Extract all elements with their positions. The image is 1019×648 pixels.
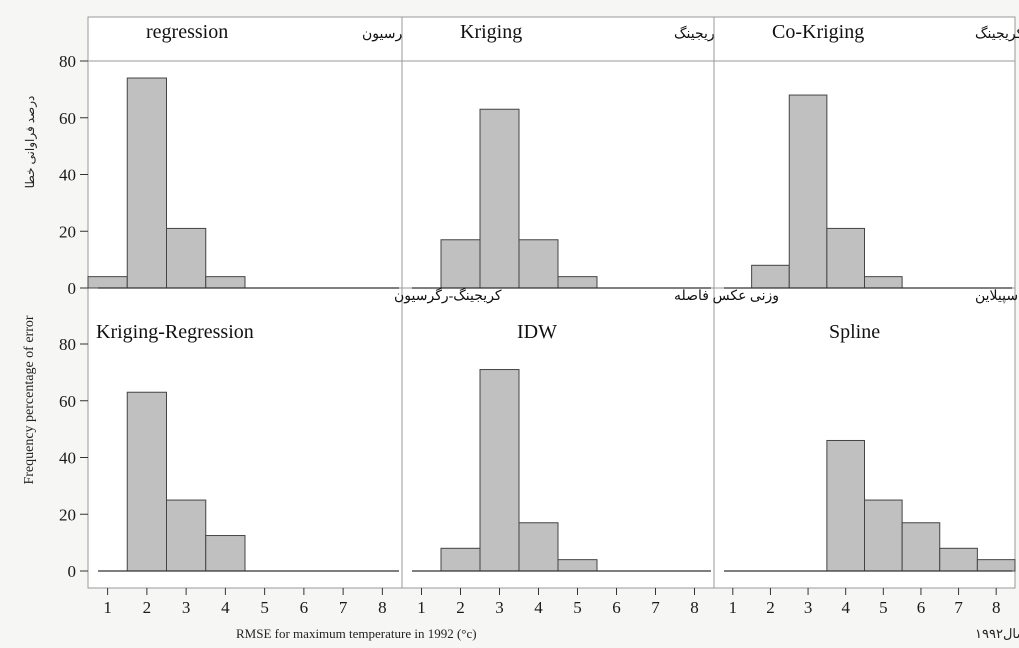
x-tick-label: 3 (182, 598, 191, 617)
histogram-bar (826, 439, 865, 572)
histogram-bar (205, 535, 246, 572)
y-tick-label: 0 (68, 279, 77, 298)
y-tick-label: 40 (59, 449, 76, 468)
histogram-bar (205, 276, 246, 289)
panel-kriging: Kriging کریجینگ (401, 16, 723, 289)
histogram-bar (751, 264, 790, 289)
histogram-bar (864, 499, 903, 572)
x-tick-label: 5 (879, 598, 888, 617)
x-tick-label: 3 (804, 598, 813, 617)
chart-panels: regression رگرسیون Kriging کریجینگ Co-Krigin… (87, 16, 1019, 572)
x-tick-label: 8 (690, 598, 699, 617)
panel-title-strip (713, 16, 1016, 62)
x-tick-label: 3 (495, 598, 504, 617)
histogram-bar (557, 559, 598, 572)
x-tick-label: 4 (221, 598, 230, 617)
histogram-bar (864, 276, 903, 289)
y-tick-label: 80 (59, 52, 76, 71)
histogram-bar (557, 276, 598, 289)
panel-regression: regression رگرسیون (87, 16, 417, 289)
x-tick-label: 6 (612, 598, 621, 617)
panel-title: IDW (517, 321, 557, 343)
x-axis-label-persian: ریشه‌ی میانگین مربعات خطای دمای بیشینه س… (975, 626, 1019, 642)
panel-title-strip (87, 16, 403, 62)
x-tick-label: 5 (573, 598, 582, 617)
x-tick-label: 2 (143, 598, 152, 617)
y-tick-label: 80 (59, 335, 76, 354)
panel-kriging-regression: Kriging-Regression کریجینگ-رگرسیون (96, 287, 502, 572)
histogram-bar (901, 522, 941, 572)
histogram-bar (87, 276, 128, 289)
panel-title: Kriging (460, 21, 522, 43)
x-tick-label: 8 (378, 598, 387, 617)
y-tick-label: 40 (59, 166, 76, 185)
x-tick-label: 5 (260, 598, 269, 617)
x-tick-label: 4 (841, 598, 850, 617)
x-tick-label: 6 (300, 598, 309, 617)
panel-spline: Spline اسپیلاین (724, 289, 1019, 572)
x-tick-label: 7 (651, 598, 660, 617)
y-tick-label: 0 (68, 562, 77, 581)
x-tick-label: 7 (339, 598, 348, 617)
panel-title: Co-Kriging (772, 21, 864, 43)
histogram-bar (479, 108, 520, 289)
x-tick-label: 8 (992, 598, 1001, 617)
panel-title-persian: کریجینگ-رگرسیون (394, 287, 502, 304)
panel-title: Spline (829, 321, 880, 343)
x-tick-label: 1 (103, 598, 112, 617)
x-tick-label: 6 (917, 598, 926, 617)
y-axis-label-persian: درصد فراوانی خطا (23, 96, 37, 189)
panel-title-strip (401, 16, 715, 62)
x-tick-label: 2 (456, 598, 465, 617)
histogram-bar (826, 227, 865, 289)
histogram-bar (976, 559, 1016, 572)
histogram-bar (518, 522, 559, 572)
panel-co-kriging: Co-Kriging کوکریجینگ (713, 16, 1019, 289)
histogram-bar (479, 369, 520, 572)
x-tick-label: 4 (534, 598, 543, 617)
y-tick-label: 20 (59, 505, 76, 524)
histogram-bar (126, 77, 167, 289)
panel-title-persian: وزنی عکس فاصله (674, 289, 779, 304)
x-tick-label: 7 (954, 598, 963, 617)
panel-title-persian: کریجینگ (674, 25, 723, 42)
histogram-bar (166, 499, 207, 572)
panel-title: regression (146, 21, 228, 43)
panel-title-persian: کوکریجینگ (975, 25, 1019, 42)
x-tick-label: 1 (417, 598, 426, 617)
histogram-bar (788, 94, 828, 289)
x-tick-label: 1 (729, 598, 738, 617)
y-tick-label: 60 (59, 392, 76, 411)
panel-title: Kriging-Regression (96, 321, 254, 343)
histogram-bar (126, 391, 167, 572)
y-axes: 0 20 40 60 80 0 20 40 60 80 (59, 52, 88, 581)
histogram-bar (939, 547, 978, 572)
x-axes: 1 2 3 4 5 6 7 8 1 2 3 4 5 6 7 8 1 2 3 4 5 6 7 8 (103, 588, 1000, 617)
panel-title-persian: اسپیلاین (975, 289, 1019, 304)
histogram-bar (440, 547, 481, 572)
panel-idw: IDW وزنی عکس فاصله (412, 289, 779, 572)
histogram-bar (440, 239, 481, 289)
histogram-bar (518, 239, 559, 289)
x-tick-label: 2 (766, 598, 775, 617)
histogram-bar (166, 227, 207, 289)
x-axis-label: RMSE for maximum temperature in 1992 (°c… (236, 626, 477, 641)
y-axis-label: Frequency percentage of error (22, 315, 37, 484)
y-tick-label: 20 (59, 222, 76, 241)
y-tick-label: 60 (59, 109, 76, 128)
